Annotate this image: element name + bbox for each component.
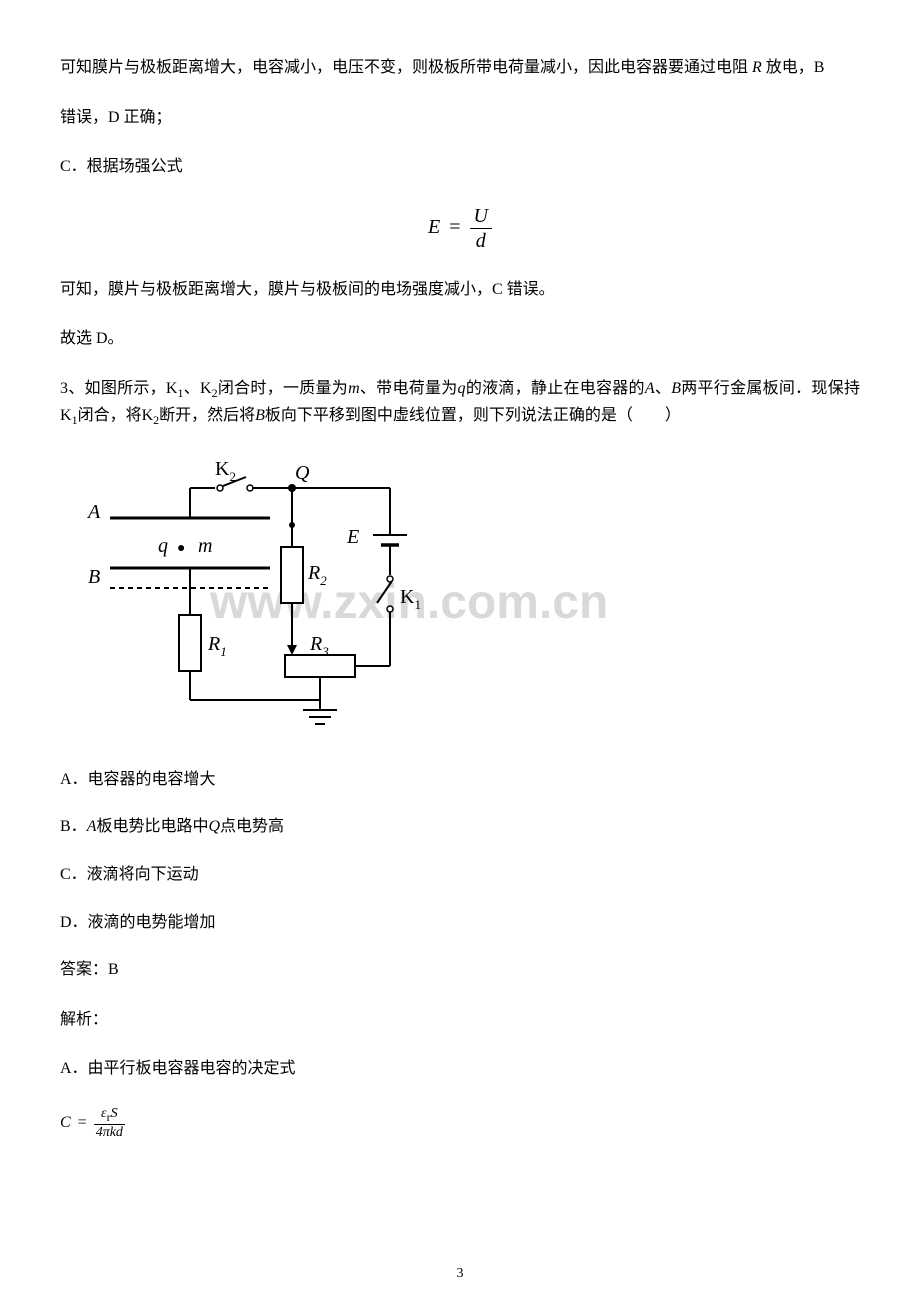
text-1a: 可知膜片与极板距离增大，电容减小，电压不变，则极板所带电荷量减小，因此电容器要通… bbox=[60, 59, 748, 76]
q3-f: 、 bbox=[655, 380, 672, 397]
answer: 答案：B bbox=[60, 957, 860, 983]
pA-text: A．由平行板电容器电容的决定式 bbox=[60, 1060, 296, 1077]
formula-2-line: C = εrS 4πkd bbox=[60, 1106, 860, 1140]
option-D: D．液滴的电势能增加 bbox=[60, 910, 860, 936]
circuit-svg: q ● m bbox=[60, 455, 440, 745]
q3-m: m bbox=[348, 380, 360, 397]
ans-text: 答案：B bbox=[60, 961, 119, 978]
anal-text: 解析： bbox=[60, 1011, 108, 1028]
diag-K1: K1 bbox=[400, 586, 421, 612]
q3-A: A bbox=[645, 380, 655, 397]
q3-B1: B bbox=[671, 380, 681, 397]
diag-q: q bbox=[158, 535, 168, 557]
formula-2-eq: = bbox=[78, 1114, 87, 1131]
optC-text: C．液滴将向下运动 bbox=[60, 866, 199, 883]
formula-1-num: U bbox=[470, 204, 492, 229]
text-4: 可知，膜片与极板距离增大，膜片与极板间的电场强度减小，C 错误。 bbox=[60, 281, 555, 298]
page-number: 3 bbox=[0, 1263, 920, 1285]
q3-e: 的液滴，静止在电容器的 bbox=[466, 380, 645, 397]
paragraph-3: C．根据场强公式 bbox=[60, 154, 860, 180]
diag-dot: ● bbox=[177, 539, 185, 555]
paragraph-4: 可知，膜片与极板距离增大，膜片与极板间的电场强度减小，C 错误。 bbox=[60, 277, 860, 303]
diag-E: E bbox=[346, 526, 359, 548]
circuit-diagram: www.zxin.com.cn q ● m bbox=[60, 455, 680, 745]
diag-B: B bbox=[88, 566, 100, 588]
optB-a: B． bbox=[60, 818, 87, 835]
paragraph-2: 错误，D 正确； bbox=[60, 105, 860, 131]
analysis-A: A．由平行板电容器电容的决定式 bbox=[60, 1056, 860, 1082]
diag-R1: R1 bbox=[207, 633, 227, 659]
text-2: 错误，D 正确； bbox=[60, 109, 172, 126]
q3-B2: B bbox=[255, 407, 265, 424]
text-1R: R bbox=[752, 59, 762, 76]
q3-d: 、带电荷量为 bbox=[360, 380, 458, 397]
option-B: B．A板电势比电路中Q点电势高 bbox=[60, 814, 860, 840]
f2-numb: S bbox=[111, 1106, 118, 1121]
formula-1: E = U d bbox=[60, 204, 860, 253]
optA-text: A．电容器的电容增大 bbox=[60, 771, 216, 788]
text-5: 故选 D。 bbox=[60, 330, 124, 347]
q3-b: 、K bbox=[183, 380, 211, 397]
f2-den: 4πkd bbox=[94, 1125, 125, 1140]
paragraph-1: 可知膜片与极板距离增大，电容减小，电压不变，则极板所带电荷量减小，因此电容器要通… bbox=[60, 55, 860, 81]
optB-b: 板电势比电路中 bbox=[96, 818, 208, 835]
diag-A: A bbox=[86, 501, 101, 523]
q3-j: 板向下平移到图中虚线位置，则下列说法正确的是（ ） bbox=[265, 407, 681, 424]
optB-A: A bbox=[87, 818, 97, 835]
q3-i: 断开，然后将 bbox=[159, 407, 255, 424]
q3-q: q bbox=[458, 380, 466, 397]
formula-1-eq: = bbox=[449, 216, 460, 238]
q3-h: 闭合，将K bbox=[78, 407, 154, 424]
optD-text: D．液滴的电势能增加 bbox=[60, 914, 216, 931]
optB-Q: Q bbox=[208, 818, 220, 835]
diag-Q: Q bbox=[295, 462, 310, 484]
diag-R2: R2 bbox=[307, 562, 327, 588]
text-1b: 放电，B bbox=[766, 59, 825, 76]
analysis-heading: 解析： bbox=[60, 1007, 860, 1033]
diag-m: m bbox=[198, 535, 212, 557]
formula-1-left: E bbox=[428, 216, 440, 238]
formula-2-left: C bbox=[60, 1114, 71, 1131]
optB-c: 点电势高 bbox=[220, 818, 284, 835]
option-A: A．电容器的电容增大 bbox=[60, 767, 860, 793]
q3-c: 闭合时，一质量为 bbox=[218, 380, 348, 397]
paragraph-5: 故选 D。 bbox=[60, 326, 860, 352]
formula-1-den: d bbox=[470, 229, 492, 253]
text-3: C．根据场强公式 bbox=[60, 158, 183, 175]
q3-a: 3、如图所示，K bbox=[60, 380, 177, 397]
option-C: C．液滴将向下运动 bbox=[60, 862, 860, 888]
question-3: 3、如图所示，K1、K2闭合时，一质量为m、带电荷量为q的液滴，静止在电容器的A… bbox=[60, 376, 860, 431]
diag-K2: K2 bbox=[215, 458, 236, 484]
